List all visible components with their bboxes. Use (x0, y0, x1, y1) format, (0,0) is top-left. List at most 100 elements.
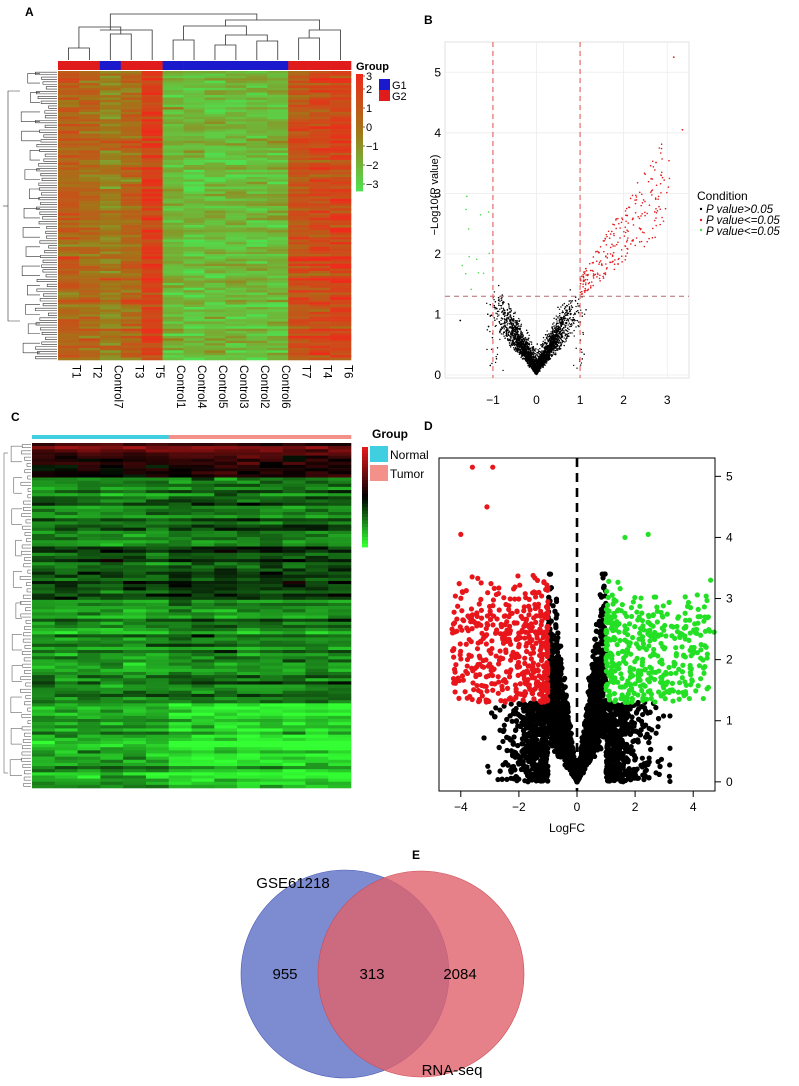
point-not-significant (495, 355, 497, 358)
heatmap-cell (309, 338, 331, 342)
point-not-significant (561, 310, 564, 312)
point-not-significant (568, 335, 570, 338)
heatmap-cell (246, 176, 268, 180)
heatmap-cell (288, 333, 310, 337)
point-not-significant (553, 334, 556, 337)
dendrogram-branch (35, 346, 57, 350)
heatmap-cell (225, 232, 247, 236)
heatmap-cell (120, 198, 143, 202)
heatmap-cell (267, 169, 289, 173)
heatmap-cell (267, 164, 289, 168)
point-not-significant (549, 347, 551, 350)
dendrogram-branch (24, 169, 40, 180)
point-not-significant (532, 347, 535, 349)
dendrogram-branch (109, 33, 132, 60)
heatmap-cell (267, 102, 289, 106)
heatmap-cell (330, 355, 352, 358)
heatmap-cell (162, 164, 184, 168)
heatmap-cell (309, 104, 331, 108)
colorbar-step (356, 97, 363, 101)
heatmap-cell (99, 287, 122, 291)
point-not-significant (559, 348, 562, 350)
heatmap-cell (99, 133, 122, 137)
heatmap-cell (58, 213, 80, 216)
heatmap-cell (58, 208, 80, 211)
heatmap-cell (183, 123, 205, 127)
heatmap-cell (120, 145, 143, 149)
point-not-significant (524, 339, 526, 341)
point-not-significant (514, 311, 516, 314)
heatmap-cell (120, 304, 143, 308)
heatmap-cell (58, 343, 80, 346)
heatmap-cell (58, 186, 80, 190)
heatmap-cell (78, 261, 101, 264)
heatmap-cell (58, 75, 80, 79)
heatmap-cell (141, 249, 163, 252)
heatmap-cell (120, 172, 143, 175)
heatmap-cell (246, 80, 268, 84)
heatmap-cell (246, 133, 268, 137)
heatmap-cell (225, 309, 247, 313)
point-not-significant (581, 312, 583, 314)
heatmap-cell (204, 73, 226, 77)
heatmap-cell (162, 114, 184, 118)
heatmap-cell (246, 164, 268, 168)
heatmap-cell (162, 273, 184, 277)
heatmap-cell (330, 116, 352, 120)
heatmap-cell (330, 157, 352, 161)
point-not-significant (511, 344, 514, 346)
heatmap-cell (225, 299, 247, 303)
heatmap-cell (309, 114, 331, 118)
point-not-significant (547, 333, 550, 335)
point-not-significant (500, 319, 502, 322)
heatmap-cell (267, 215, 289, 219)
point-not-significant (521, 332, 523, 334)
heatmap-cell (141, 157, 163, 161)
heatmap-cell (120, 210, 143, 214)
heatmap-cell (162, 179, 184, 183)
heatmap-cell (204, 314, 226, 317)
group-bar-segment (183, 61, 205, 70)
heatmap-cell (99, 148, 122, 151)
heatmap-cell (288, 174, 310, 178)
heatmap-cell (141, 321, 163, 325)
heatmap-cell (330, 294, 352, 298)
heatmap-cell (330, 299, 352, 303)
point-not-significant (512, 322, 514, 324)
colorbar-step (356, 79, 363, 84)
heatmap-cell (183, 319, 205, 322)
heatmap-cell (120, 157, 143, 161)
point-not-significant (564, 313, 566, 315)
heatmap-cell (246, 278, 268, 281)
heatmap-cell (246, 215, 268, 219)
heatmap-cell (58, 193, 80, 197)
heatmap-cell (225, 136, 247, 139)
point-not-significant (573, 335, 575, 337)
point-not-significant (499, 330, 501, 333)
heatmap-cell (330, 343, 352, 346)
heatmap-cell (99, 249, 122, 252)
point-not-significant (535, 372, 537, 375)
point-not-significant (536, 367, 539, 370)
heatmap-cell (183, 114, 205, 118)
point-not-significant (512, 315, 515, 318)
point-not-significant (570, 305, 573, 307)
point-not-significant (527, 358, 529, 360)
heatmap-cell (330, 162, 352, 166)
heatmap-cell (246, 184, 268, 187)
heatmap-cell (204, 102, 226, 106)
heatmap-cell (225, 184, 247, 187)
point-not-significant (535, 348, 537, 350)
heatmap-cell (141, 333, 163, 337)
heatmap-cell (204, 323, 226, 327)
heatmap-cell (204, 186, 226, 190)
heatmap-cell (204, 92, 226, 96)
heatmap-cell (99, 97, 122, 101)
heatmap-cell (204, 328, 226, 332)
legend-swatch-g2 (379, 90, 390, 101)
heatmap-cell (120, 181, 143, 185)
heatmap-cell (183, 104, 205, 108)
heatmap-cell (141, 181, 163, 185)
heatmap-cell (309, 355, 331, 358)
dendrogram-branch (44, 250, 57, 254)
